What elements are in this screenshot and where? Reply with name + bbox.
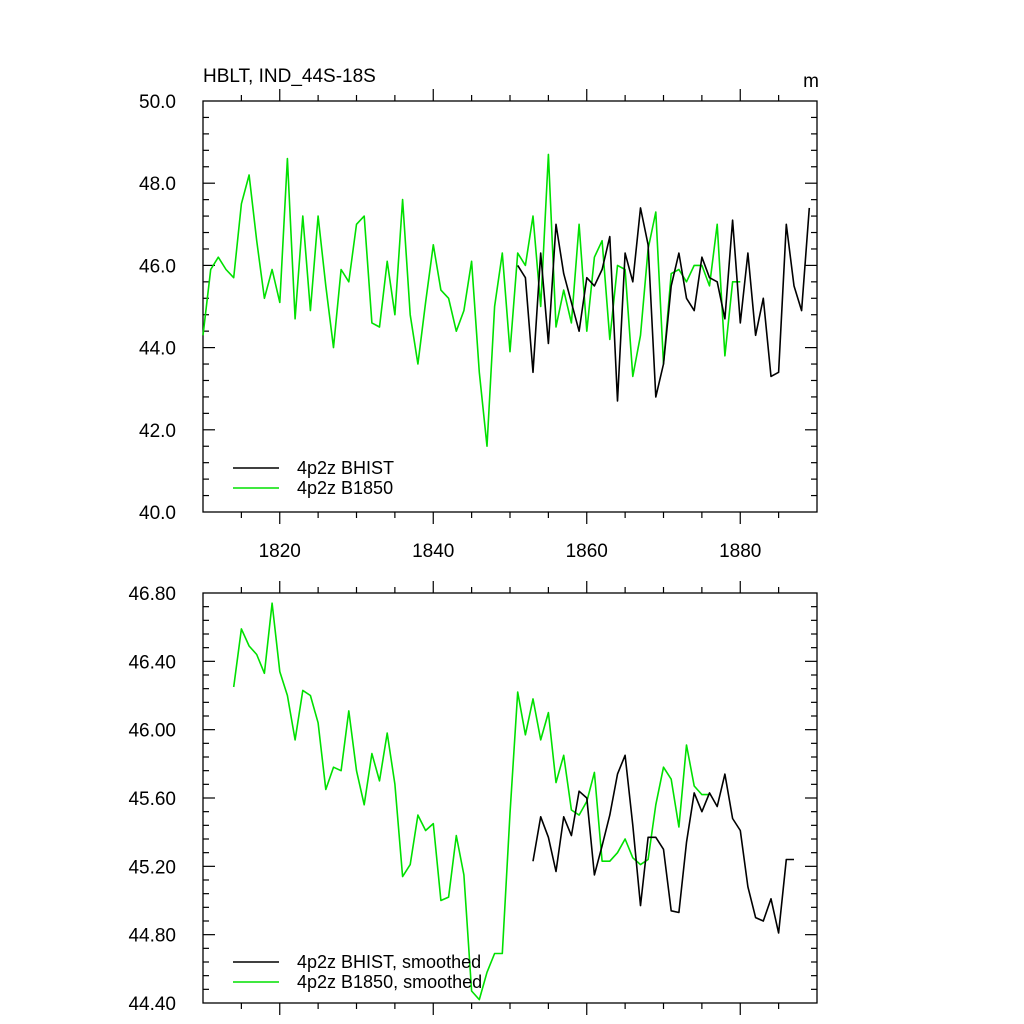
series-line-bhist (517, 207, 811, 402)
x-tick-label: 1880 (719, 541, 761, 562)
series-line-bhist (532, 754, 794, 934)
legend-label: 4p2z BHIST, smoothed (297, 952, 481, 972)
y-tick-label: 45.20 (128, 857, 176, 878)
y-tick-label: 50.0 (139, 92, 176, 113)
series-line-b1850 (202, 153, 741, 448)
legend-label: 4p2z B1850 (297, 478, 393, 498)
y-tick-label: 44.0 (139, 339, 176, 360)
y-tick-label: 46.00 (128, 721, 176, 742)
figure-title: HBLT, IND_44S-18S (203, 66, 376, 87)
series-line-b1850 (232, 602, 710, 1001)
x-tick-label: 1860 (566, 541, 608, 562)
y-tick-label: 48.0 (139, 174, 176, 195)
y-tick-label: 42.0 (139, 421, 176, 442)
plot-frame (202, 592, 818, 1004)
legend-label: 4p2z B1850, smoothed (297, 972, 482, 992)
units-label: m (803, 71, 819, 92)
x-tick-label: 1840 (412, 541, 454, 562)
top-panel-chart: 1820 1840 1860 1880 40.0 42.0 44.0 46.0 48.0 50.0… (139, 89, 818, 562)
y-tick-label: 44.80 (128, 926, 176, 947)
y-tick-label: 45.60 (128, 789, 176, 810)
bottom-panel-chart: 44.40 44.80 45.20 45.60 46.00 46.40 46.80 4p2z … (128, 581, 818, 1015)
y-tick-label: 44.40 (128, 994, 176, 1015)
x-tick-label: 1820 (259, 541, 301, 562)
y-tick-label: 46.40 (128, 652, 176, 673)
y-tick-label: 46.0 (139, 256, 176, 277)
legend-label: 4p2z BHIST (297, 458, 394, 478)
y-tick-label: 40.0 (139, 503, 176, 524)
y-tick-label: 46.80 (128, 584, 176, 605)
